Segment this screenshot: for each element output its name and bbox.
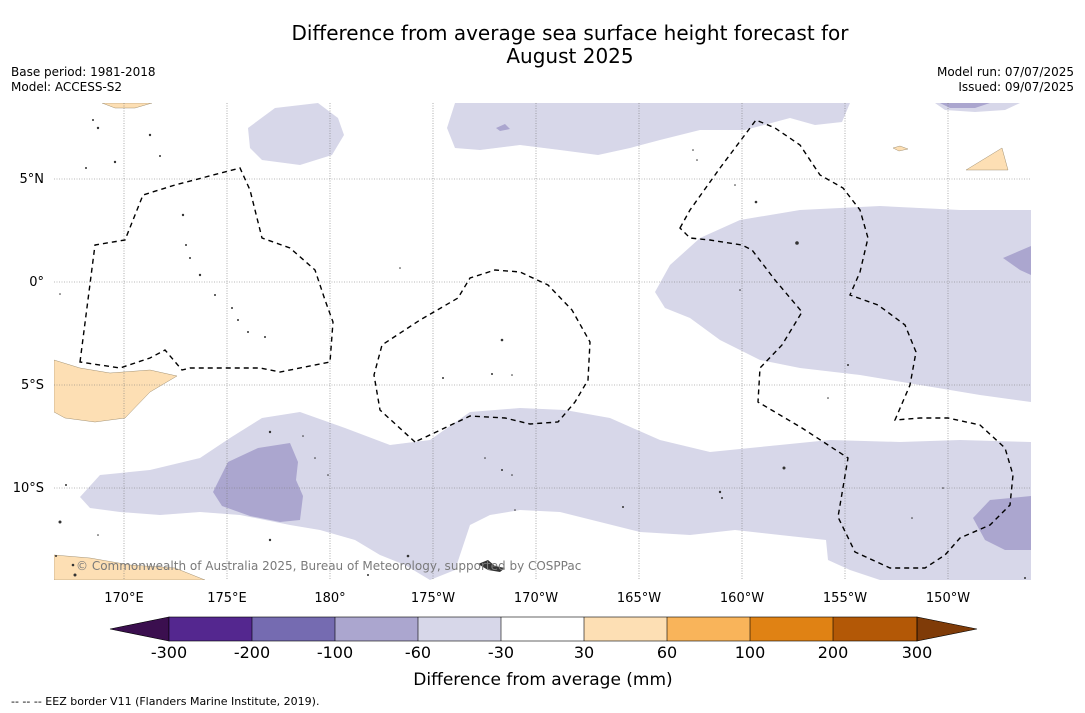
positive-region-top — [101, 103, 153, 109]
colorbar-tick: 60 — [657, 643, 677, 662]
metadata-left: Base period: 1981-2018 Model: ACCESS-S2 — [11, 65, 156, 95]
issued-date: Issued: 09/07/2025 — [958, 80, 1074, 94]
colorbar-segment — [252, 617, 335, 641]
lat-label: 0° — [29, 275, 44, 290]
colorbar: -300 -200 -100 -60 -30 30 60 100 200 300… — [109, 616, 978, 690]
colorbar-tick: -300 — [151, 643, 187, 662]
lon-label: 180° — [314, 591, 345, 606]
metadata-right: Model run: 07/07/2025 Issued: 09/07/2025 — [937, 65, 1074, 95]
colorbar-tick: -60 — [405, 643, 431, 662]
colorbar-segment — [750, 617, 833, 641]
colorbar-max-extension — [916, 616, 978, 642]
positive-region-west — [54, 359, 178, 423]
colorbar-tick: -30 — [488, 643, 514, 662]
anomaly-region-south-band — [80, 408, 1031, 580]
eez-border-east — [679, 119, 1014, 569]
colorbar-segment — [335, 617, 418, 641]
colorbar-tick: -200 — [234, 643, 270, 662]
colorbar-min-extension — [109, 616, 170, 642]
colorbar-segment — [667, 617, 750, 641]
positive-spot — [892, 145, 909, 152]
anomaly-region-north-left — [248, 103, 344, 165]
anomaly-region-north-center — [447, 103, 850, 155]
graticule — [54, 103, 1031, 580]
anomaly-region-strong-west — [213, 443, 303, 522]
title-line-2: August 2025 — [506, 44, 634, 68]
title-line-1: Difference from average sea surface heig… — [291, 21, 849, 45]
colorbar-segment — [501, 617, 584, 641]
anomaly-region-strong-north — [940, 103, 990, 108]
map-title: Difference from average sea surface heig… — [0, 22, 1085, 68]
model-run: Model run: 07/07/2025 — [936, 65, 1074, 79]
lat-label: 5°S — [21, 378, 44, 393]
lon-label: 165°W — [617, 591, 661, 606]
lon-label: 175°W — [411, 591, 455, 606]
colorbar-tick: 100 — [735, 643, 766, 662]
eez-border-west — [79, 167, 334, 373]
copyright-credit: © Commonwealth of Australia 2025, Bureau… — [76, 559, 581, 573]
lon-label: 155°W — [823, 591, 867, 606]
colorbar-tick: 30 — [574, 643, 594, 662]
colorbar-segment — [833, 617, 917, 641]
eez-borders — [79, 119, 1014, 569]
colorbar-tick: -100 — [317, 643, 353, 662]
lon-label: 170°W — [514, 591, 558, 606]
anomaly-spot — [496, 124, 510, 131]
latitude-labels: 5°N 0° 5°S 10°S — [13, 172, 44, 496]
colorbar-segment — [169, 617, 252, 641]
anomaly-region-east-equatorial — [655, 206, 1031, 402]
lon-label: 160°W — [720, 591, 764, 606]
model-name: Model: ACCESS-S2 — [11, 80, 123, 94]
anomaly-region-strong-ne — [1003, 246, 1031, 275]
lon-label: 175°E — [207, 591, 247, 606]
colorbar-label: Difference from average (mm) — [413, 670, 672, 690]
eez-legend-footer: -- -- -- EEZ border V11 (Flanders Marine… — [11, 695, 320, 708]
positive-region-southwest — [54, 554, 206, 580]
base-period: Base period: 1981-2018 — [11, 65, 156, 79]
colorbar-segment — [418, 617, 501, 641]
map-panel: © Commonwealth of Australia 2025, Bureau… — [54, 103, 1031, 580]
lon-label: 150°W — [926, 591, 970, 606]
colorbar-tick: 300 — [902, 643, 933, 662]
positive-region-northeast — [965, 147, 1009, 171]
eez-border-central — [373, 269, 591, 443]
lon-label: 170°E — [104, 591, 144, 606]
lat-label: 5°N — [20, 172, 45, 187]
longitude-labels: 170°E 175°E 180° 175°W 170°W 165°W 160°W… — [104, 591, 970, 606]
islands — [55, 119, 1026, 579]
lat-label: 10°S — [13, 481, 44, 496]
colorbar-segment — [584, 617, 667, 641]
colorbar-tick: 200 — [818, 643, 849, 662]
anomaly-region-strong-east — [973, 496, 1031, 550]
